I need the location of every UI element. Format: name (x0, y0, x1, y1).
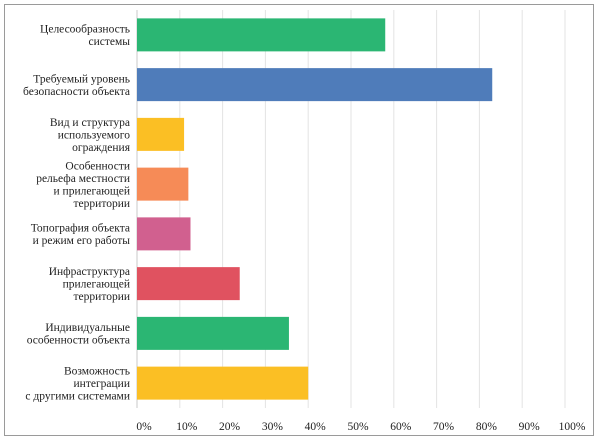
category-label: Целесообразность системы (40, 24, 130, 49)
bar (137, 316, 289, 350)
x-tick-label: 0% (136, 421, 152, 433)
category-labels: Целесообразность системы Требуемый уровень… (23, 24, 131, 403)
bar (137, 366, 309, 400)
bar (137, 117, 185, 151)
category-label: Требуемый уровень безопасности объекта (23, 73, 130, 98)
x-tick-label: 70% (433, 421, 455, 433)
bar (137, 217, 191, 251)
bar (137, 267, 240, 301)
x-tick-label: 60% (390, 421, 412, 433)
x-tick-label: 50% (347, 421, 369, 433)
bar (137, 18, 386, 52)
x-tick-label: 20% (219, 421, 241, 433)
x-tick-label: 80% (476, 421, 498, 433)
x-tick-label: 100% (559, 421, 586, 433)
category-label: Вид и структура используемого ограждения (50, 117, 131, 154)
x-tick-label: 30% (262, 421, 284, 433)
x-tick-label: 40% (305, 421, 327, 433)
category-label: Возможность интеграции с другими системами (25, 366, 130, 403)
bar (137, 68, 493, 102)
x-tick-label: 10% (176, 421, 198, 433)
x-axis-ticks: 0% 10% 20% 30% 40% 50% 60% 70% 80% 90% 100% (136, 421, 586, 433)
bars (137, 18, 493, 400)
category-label: Топография объекта и режим его работы (31, 223, 130, 248)
category-label: Инфраструктура прилегающей территории (49, 266, 130, 303)
bar (137, 167, 189, 201)
x-tick-label: 90% (519, 421, 541, 433)
category-label: Индивидуальные особенности объекта (27, 322, 130, 347)
category-label: Особенности рельефа местности и прилегающе… (36, 160, 130, 210)
